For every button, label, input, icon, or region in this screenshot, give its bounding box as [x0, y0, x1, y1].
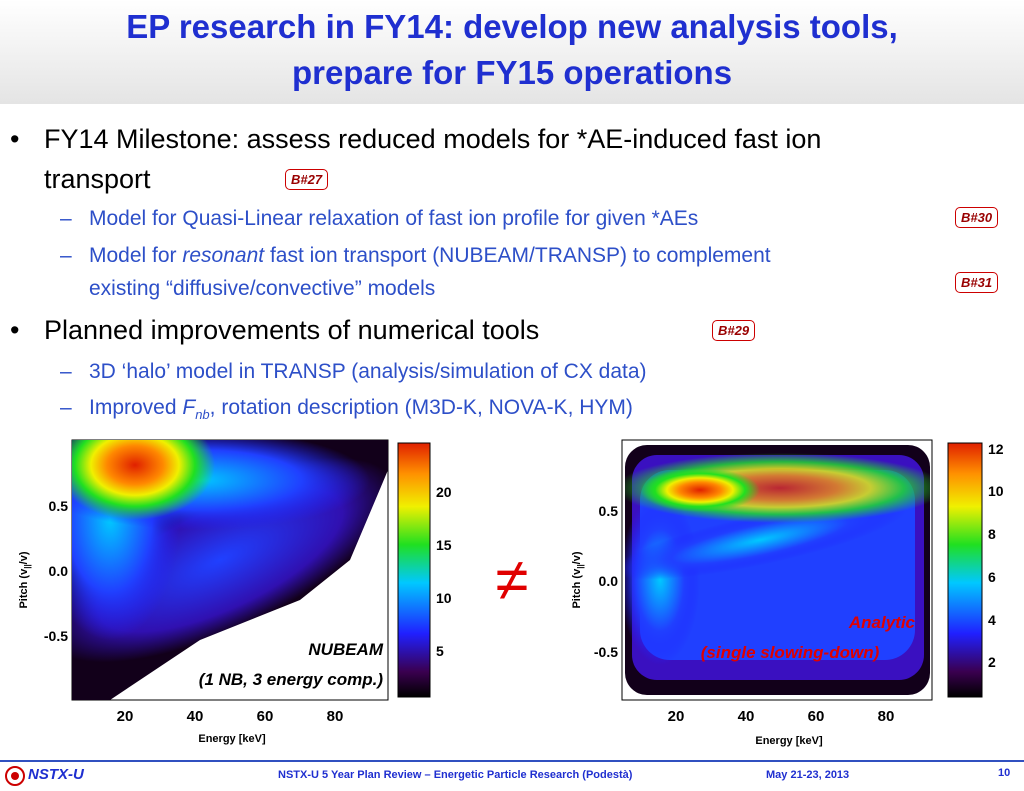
- text: , rotation description (M3D-K, NOVA-K, H…: [209, 396, 633, 419]
- colorbar-label: 10: [988, 483, 1004, 499]
- dash: –: [60, 396, 72, 419]
- x-tick-label: 40: [738, 708, 755, 725]
- caption: (single slowing-down): [701, 643, 880, 662]
- text: Model for: [89, 244, 183, 267]
- logo-icon: [5, 766, 25, 786]
- x-tick-label: 80: [878, 708, 895, 725]
- colorbar: [947, 442, 983, 698]
- x-tick-label: 60: [257, 708, 274, 725]
- text: resonant: [182, 244, 265, 267]
- colorbar-label: 5: [436, 643, 444, 659]
- badge: B#30: [955, 207, 999, 228]
- text: Improved: [89, 396, 183, 419]
- y-tick-label: 0.0: [49, 563, 69, 579]
- badge: B#29: [712, 320, 756, 341]
- x-axis-label: Energy [keV]: [755, 735, 823, 747]
- sub-bullet: Model for resonant fast ion transport (N…: [89, 244, 771, 268]
- caption: Analytic: [848, 613, 916, 632]
- caption: (1 NB, 3 energy comp.): [199, 670, 384, 689]
- x-tick-label: 60: [808, 708, 825, 725]
- x-tick-label: 20: [668, 708, 685, 725]
- figures: ≠ 0.5 0.0 -0.5 20 40 60 80 20 15 10 5 Energy [keV] P…: [18, 439, 1004, 747]
- dash: –: [60, 207, 72, 230]
- label-part: /v): [18, 551, 30, 564]
- heatmap: [625, 445, 930, 695]
- x-axis-label: Energy [keV]: [198, 733, 266, 745]
- bullet-text: transport: [44, 164, 151, 194]
- colorbar-label: 4: [988, 612, 996, 628]
- logo: NSTX-U: [28, 766, 84, 783]
- label-part: /v): [571, 551, 583, 564]
- colorbar-label: 15: [436, 537, 452, 553]
- x-tick-label: 20: [117, 708, 134, 725]
- badge: B#27: [285, 169, 329, 190]
- title-line: EP research in FY14: develop new analysi…: [126, 8, 898, 45]
- footer-line: [0, 760, 1024, 762]
- colorbar-label: 10: [436, 590, 452, 606]
- y-tick-label: -0.5: [44, 628, 68, 644]
- sub-bullet: 3D ‘halo’ model in TRANSP (analysis/simu…: [89, 360, 647, 383]
- badge: B#31: [955, 272, 999, 293]
- bullet-text: Planned improvements of numerical tools: [44, 315, 540, 345]
- text: F: [182, 396, 196, 419]
- y-tick-label: 0.5: [599, 503, 619, 519]
- colorbar-label: 6: [988, 569, 996, 585]
- bullet-dot: •: [10, 315, 20, 345]
- colorbar-label: 2: [988, 654, 996, 670]
- colorbar-label: 20: [436, 484, 452, 500]
- sub-bullet: Improved Fnb, rotation description (M3D-…: [89, 396, 633, 422]
- sub-bullet: Model for Quasi-Linear relaxation of fas…: [89, 207, 699, 230]
- colorbar-label: 8: [988, 526, 996, 542]
- bullet-dot: •: [10, 124, 20, 154]
- dash: –: [60, 360, 72, 383]
- bullet-text: FY14 Milestone: assess reduced models fo…: [44, 124, 822, 154]
- header-bg: [0, 0, 1024, 104]
- y-axis-label: Pitch (v||/v): [571, 551, 585, 608]
- caption: NUBEAM: [308, 640, 383, 659]
- y-tick-label: 0.5: [49, 498, 69, 514]
- text: nb: [195, 407, 210, 423]
- label-part: Pitch (v: [571, 568, 583, 609]
- label-part: ||: [23, 564, 32, 568]
- y-tick-label: 0.0: [599, 573, 619, 589]
- colorbar: [397, 442, 431, 698]
- dash: –: [60, 244, 72, 267]
- label-part: ||: [576, 564, 585, 568]
- colorbar-label: 12: [988, 441, 1004, 457]
- page-number: 10: [998, 767, 1011, 779]
- footer-text: NSTX-U 5 Year Plan Review – Energetic Pa…: [278, 769, 633, 781]
- y-axis-label: Pitch (v||/v): [18, 551, 32, 608]
- footer-date: May 21-23, 2013: [766, 769, 850, 781]
- title-line: prepare for FY15 operations: [291, 54, 733, 91]
- label-part: Pitch (v: [18, 568, 30, 609]
- relation: ≠: [496, 546, 529, 613]
- sub-bullet: existing “diffusive/convective” models: [89, 277, 436, 300]
- text: fast ion transport (NUBEAM/TRANSP) to co…: [264, 244, 771, 267]
- x-tick-label: 40: [187, 708, 204, 725]
- y-tick-label: -0.5: [594, 644, 618, 660]
- x-tick-label: 80: [327, 708, 344, 725]
